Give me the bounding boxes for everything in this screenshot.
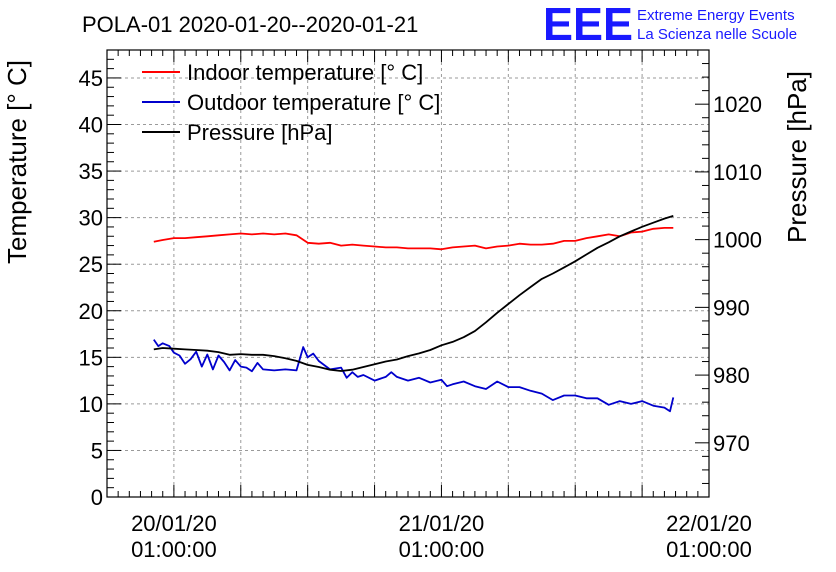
x-tick-label-time: 01:00:00 [131,537,217,562]
x-tick-label-time: 01:00:00 [399,537,485,562]
right-tick-label: 990 [713,295,750,320]
series-line-0 [153,226,674,251]
axes [106,49,710,498]
legend: Indoor temperature [° C] Outdoor temperat… [142,60,440,145]
right-tick-label: 1000 [713,228,762,253]
x-tick-label-date: 20/01/20 [131,511,217,536]
logo-letters: EEE [543,0,633,50]
y-axis-left-label: Temperature [° C] [2,60,32,264]
left-tick-label: 45 [79,66,103,91]
left-tick-label: 25 [79,252,103,277]
chart-title: POLA-01 2020-01-20--2020-01-21 [82,12,418,37]
y-axis-right-label: Pressure [hPa] [782,71,812,243]
left-tick-label: 0 [91,485,103,510]
grid [107,50,709,497]
left-tick-label: 30 [79,206,103,231]
series-line-2 [153,215,674,372]
x-tick-label-time: 01:00:00 [666,537,752,562]
series-line-1 [153,339,675,413]
left-tick-label: 35 [79,159,103,184]
series-lines [153,215,675,413]
left-tick-label: 40 [79,113,103,138]
logo-line1: Extreme Energy Events [637,7,795,24]
legend-label-0: Indoor temperature [° C] [187,60,423,85]
legend-label-2: Pressure [hPa] [187,120,333,145]
logo-line2: La Scienza nelle Scuole [637,26,797,43]
x-tick-label-date: 22/01/20 [666,511,752,536]
left-tick-label: 10 [79,392,103,417]
x-tick-label-date: 21/01/20 [399,511,485,536]
right-tick-label: 970 [713,431,750,456]
right-tick-label: 980 [713,363,750,388]
left-tick-label: 20 [79,299,103,324]
legend-label-1: Outdoor temperature [° C] [187,90,440,115]
right-tick-label: 1020 [713,92,762,117]
right-tick-label: 1010 [713,160,762,185]
left-tick-label: 5 [91,438,103,463]
tick-labels: 0 5 10 15 20 25 30 35 40 45 970 980 990 1000 1010 1020 2… [79,66,762,562]
left-tick-label: 15 [79,345,103,370]
eee-logo: EEE Extreme Energy Events La Scienza nel… [543,0,797,50]
